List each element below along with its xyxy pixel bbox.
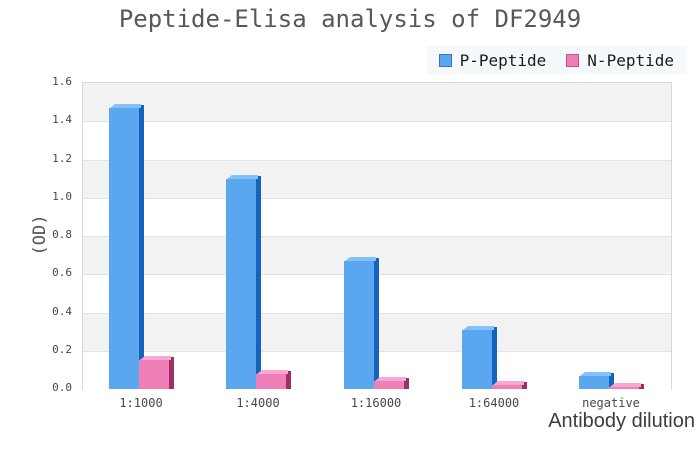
legend-swatch-n-peptide-icon <box>566 53 580 67</box>
legend-item-p-peptide: P-Peptide <box>438 50 547 70</box>
bar-face <box>226 179 256 389</box>
x-axis-title: Antibody dilution <box>548 410 695 432</box>
plot-area <box>82 82 672 390</box>
bar-p-peptide-1:64000 <box>462 326 497 389</box>
bar-top <box>110 104 141 108</box>
bar-p-peptide-1:4000 <box>226 175 261 389</box>
chart-title: Peptide-Elisa analysis of DF2949 <box>118 5 582 33</box>
grid-band <box>83 159 671 199</box>
bar-top <box>227 175 258 179</box>
bar-p-peptide-1:16000 <box>344 257 379 389</box>
bar-side <box>609 373 614 389</box>
bar-face <box>374 381 404 389</box>
bar-top <box>580 372 611 376</box>
y-tick-label: 0.2 <box>52 342 72 356</box>
legend: P-Peptide N-Peptide <box>426 46 686 74</box>
bar-face <box>139 360 169 389</box>
bar-side <box>522 382 527 389</box>
bar-side <box>139 105 144 389</box>
x-tick-label: 1:64000 <box>468 396 520 410</box>
y-axis-ticks: 1.6 1.4 1.2 1.0 0.8 0.6 0.4 0.2 0.0 <box>0 75 76 394</box>
bar-side <box>639 384 644 389</box>
y-tick-label: 0.0 <box>52 381 72 394</box>
bar-face <box>492 385 522 389</box>
x-axis-ticks: 1:1000 1:4000 1:16000 1:64000 negative <box>82 396 670 414</box>
grid-band <box>83 197 671 237</box>
y-tick-label: 1.6 <box>52 75 72 88</box>
bar-face <box>609 387 639 389</box>
bar-top <box>140 356 171 360</box>
bar-top <box>493 381 524 385</box>
bar-side <box>286 371 291 389</box>
x-tick-label: 1:4000 <box>236 396 280 410</box>
bar-n-peptide-1:4000 <box>256 370 291 389</box>
bar-face <box>579 376 609 389</box>
y-tick-label: 1.2 <box>52 151 72 165</box>
bar-face <box>109 108 139 389</box>
bar-face <box>462 330 492 389</box>
bar-top <box>610 383 641 387</box>
bar-n-peptide-1:16000 <box>374 377 409 389</box>
bar-top <box>345 257 376 261</box>
legend-label-n-peptide: N-Peptide <box>587 50 674 70</box>
bar-top <box>463 326 494 330</box>
bar-p-peptide-1:1000 <box>109 104 144 389</box>
grid-band <box>83 121 671 161</box>
x-tick-label: 1:16000 <box>350 396 402 410</box>
legend-label-p-peptide: P-Peptide <box>459 50 547 70</box>
bar-n-peptide-1:1000 <box>139 356 174 389</box>
bar-side <box>169 357 174 389</box>
bar-top <box>375 377 406 381</box>
grid-band <box>83 83 671 122</box>
bar-side <box>256 176 261 389</box>
bar-side <box>404 378 409 389</box>
bar-top <box>257 370 288 374</box>
y-tick-label: 0.4 <box>52 304 72 318</box>
bar-n-peptide-1:64000 <box>492 381 527 389</box>
bar-face <box>344 261 374 389</box>
y-tick-label: 0.8 <box>52 228 72 241</box>
bar-side <box>492 327 497 389</box>
bar-p-peptide-negative <box>579 372 614 389</box>
legend-item-n-peptide: N-Peptide <box>566 51 674 70</box>
legend-swatch-p-peptide-icon <box>438 53 452 67</box>
bar-n-peptide-negative <box>609 383 644 389</box>
x-tick-label: negative <box>582 396 640 410</box>
x-tick-label: 1:1000 <box>119 396 163 410</box>
bar-face <box>256 374 286 389</box>
y-tick-label: 0.6 <box>52 266 72 280</box>
y-tick-label: 1.4 <box>52 113 72 127</box>
y-tick-label: 1.0 <box>52 189 72 203</box>
bar-side <box>374 258 379 389</box>
